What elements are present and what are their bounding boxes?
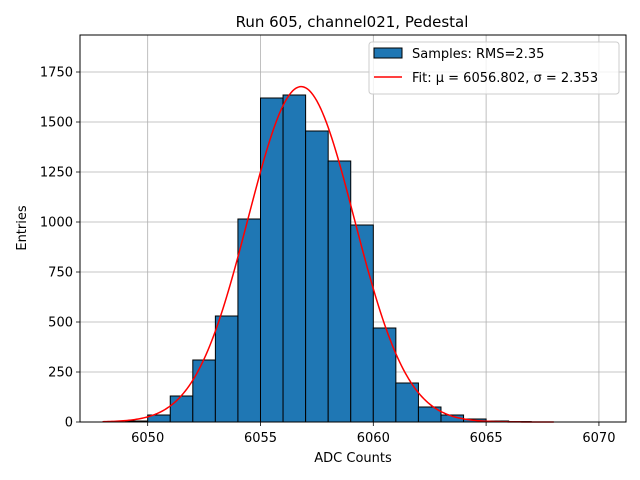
histogram-bar — [237, 218, 261, 423]
x-tick-label: 6065 — [470, 431, 503, 446]
x-tick-label: 6050 — [131, 431, 164, 446]
y-tick-label: 250 — [48, 366, 73, 381]
x-tick-label: 6060 — [357, 431, 390, 446]
histogram-bar — [192, 359, 216, 423]
y-tick-label: 750 — [48, 266, 73, 281]
y-axis-title: Entries — [15, 205, 30, 251]
legend-label-fit: Fit: μ = 6056.802, σ = 2.353 — [412, 71, 598, 86]
x-tick-label: 6055 — [244, 431, 277, 446]
chart-title: Run 605, channel021, Pedestal — [236, 13, 469, 31]
histogram-bar — [327, 160, 352, 423]
y-tick-label: 500 — [48, 316, 73, 331]
fit-curve — [102, 85, 554, 423]
x-axis-ticks: 6050 6055 6060 6065 6070 — [131, 422, 615, 446]
x-axis-title: ADC Counts — [314, 451, 392, 466]
histogram-bar — [305, 130, 329, 423]
legend-label-samples: Samples: RMS=2.35 — [412, 47, 544, 62]
legend-box — [368, 41, 620, 95]
legend-swatch-samples — [373, 47, 403, 59]
histogram-bar — [282, 94, 307, 423]
histogram-bar — [259, 97, 284, 423]
y-tick-label: 1750 — [40, 66, 73, 81]
y-tick-label: 1250 — [40, 166, 73, 181]
plot-frame — [79, 34, 627, 423]
x-tick-label: 6070 — [582, 431, 615, 446]
histogram-bar — [372, 327, 397, 423]
legend: Samples: RMS=2.35 Fit: μ = 6056.802, σ =… — [368, 41, 620, 95]
y-tick-label: 1000 — [40, 216, 73, 231]
y-axis-ticks: 0 250 500 750 1000 1250 1500 1750 — [40, 66, 80, 431]
histogram-bar — [350, 224, 374, 423]
y-tick-label: 1500 — [40, 116, 73, 131]
histogram-bar — [214, 315, 239, 423]
histogram-bar — [169, 395, 194, 423]
y-tick-label: 0 — [65, 416, 73, 431]
histogram-bars — [124, 94, 532, 423]
